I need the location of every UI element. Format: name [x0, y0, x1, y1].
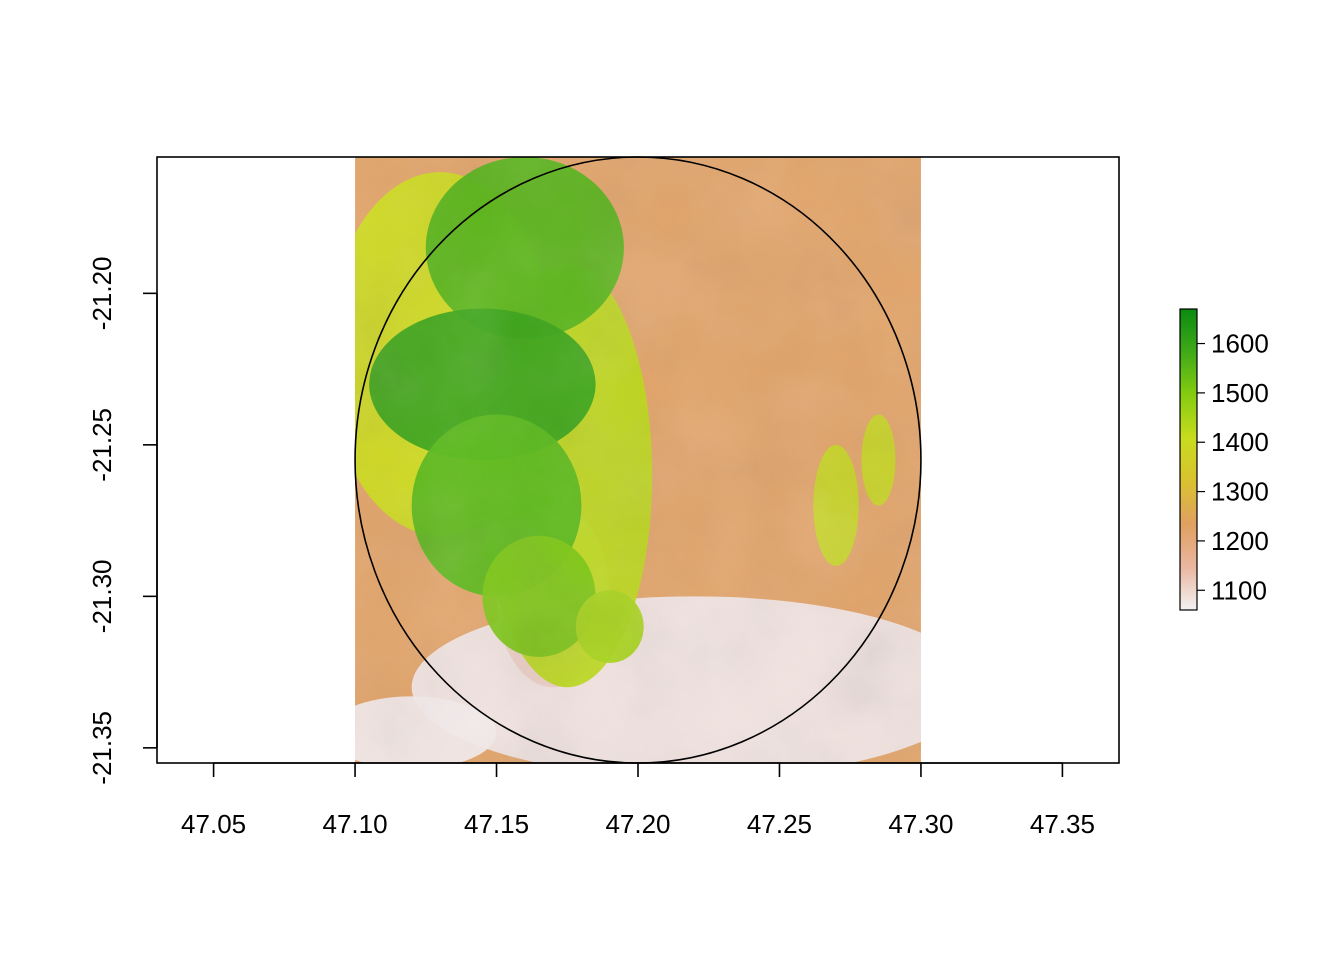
- legend-colorbar: [1179, 308, 1198, 611]
- y-tick-label: -21.25: [87, 408, 117, 482]
- terrain-texture: [355, 157, 921, 763]
- y-tick-label: -21.30: [87, 559, 117, 633]
- x-tick-label: 47.15: [464, 809, 529, 839]
- x-axis: 47.05 47.10 47.15 47.20 47.25 47.30 47.35: [181, 762, 1095, 839]
- x-tick-label: 47.25: [747, 809, 812, 839]
- color-legend: 1100 1200 1300 1400 1500 1600: [1179, 308, 1269, 611]
- x-tick-label: 47.10: [323, 809, 388, 839]
- legend-tick-label: 1600: [1211, 329, 1269, 359]
- y-axis: -21.20 -21.25 -21.30 -21.35: [87, 256, 158, 785]
- legend-tick-label: 1500: [1211, 378, 1269, 408]
- y-tick-label: -21.35: [87, 711, 117, 785]
- legend-tick-label: 1100: [1211, 575, 1267, 605]
- legend-tick-label: 1400: [1211, 427, 1269, 457]
- legend-tick-label: 1200: [1211, 526, 1269, 556]
- y-tick-label: -21.20: [87, 256, 117, 330]
- elevation-raster: [355, 157, 921, 763]
- x-tick-label: 47.30: [888, 809, 953, 839]
- x-tick-label: 47.35: [1030, 809, 1095, 839]
- legend-tick-label: 1300: [1211, 477, 1269, 507]
- x-tick-label: 47.20: [605, 809, 670, 839]
- x-tick-label: 47.05: [181, 809, 246, 839]
